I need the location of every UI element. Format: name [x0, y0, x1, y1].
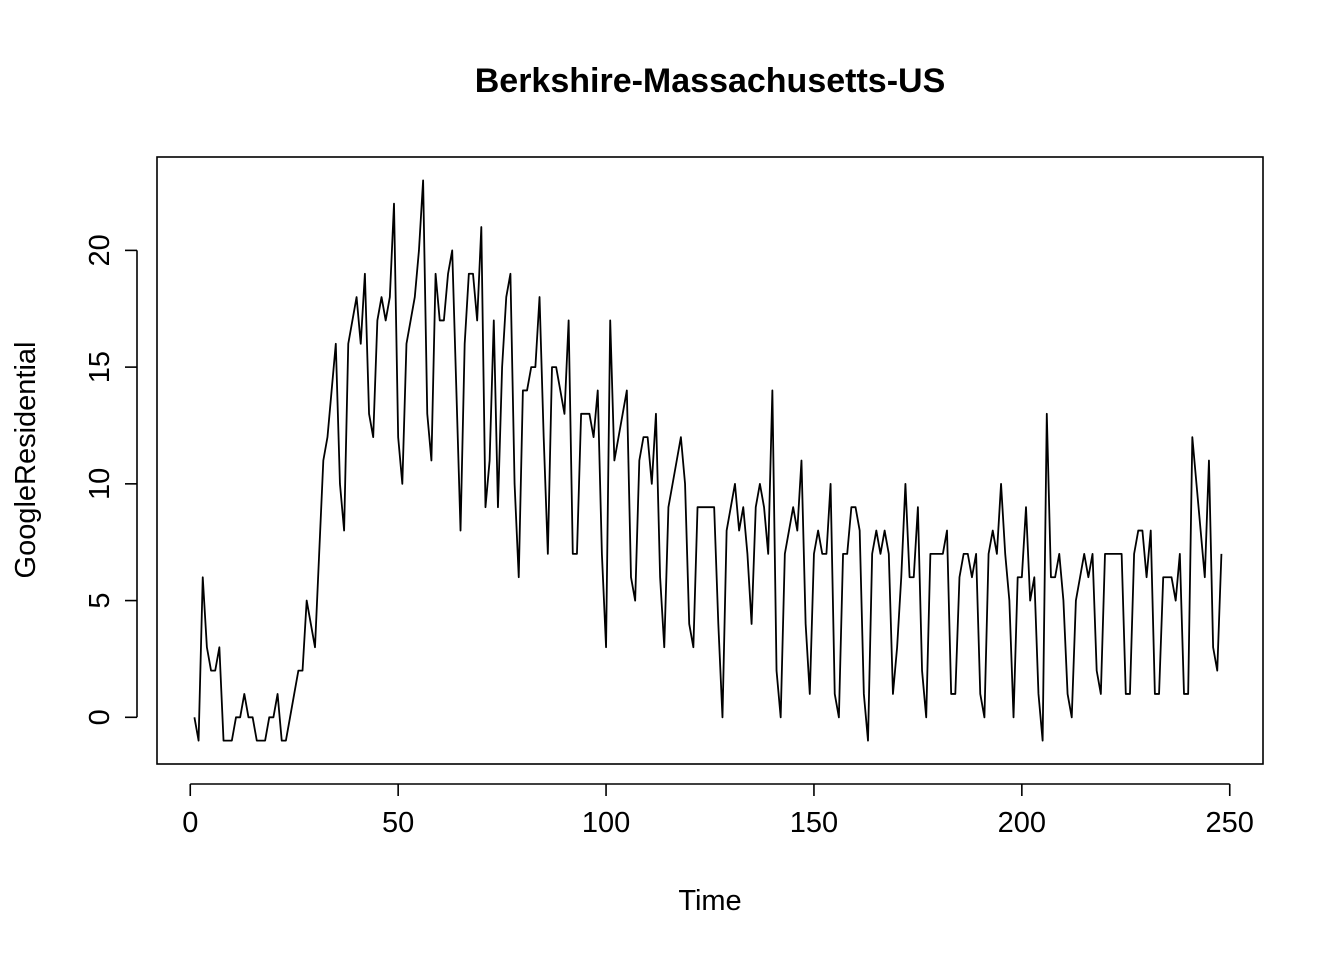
x-tick-label: 250	[1206, 807, 1254, 839]
x-tick-label: 150	[790, 807, 838, 839]
y-tick-label: 5	[84, 593, 116, 609]
x-tick-label: 50	[382, 807, 414, 839]
y-axis: 0 5 10 15 20	[84, 234, 138, 725]
plot-frame	[156, 156, 1264, 765]
x-tick-label: 0	[182, 807, 198, 839]
chart-title: Berkshire-Massachusetts-US	[475, 62, 946, 100]
x-tick-label: 200	[998, 807, 1046, 839]
y-tick-label: 15	[84, 351, 116, 383]
x-tick-label: 100	[582, 807, 630, 839]
series-line	[193, 179, 1223, 742]
y-tick-label: 20	[84, 234, 116, 266]
y-tick-label: 10	[84, 468, 116, 500]
y-axis-label: GoogleResidential	[10, 342, 42, 579]
x-axis: 0 50 100 150 200 250	[182, 783, 1254, 839]
y-tick-label: 0	[84, 709, 116, 725]
x-axis-label: Time	[678, 885, 741, 917]
